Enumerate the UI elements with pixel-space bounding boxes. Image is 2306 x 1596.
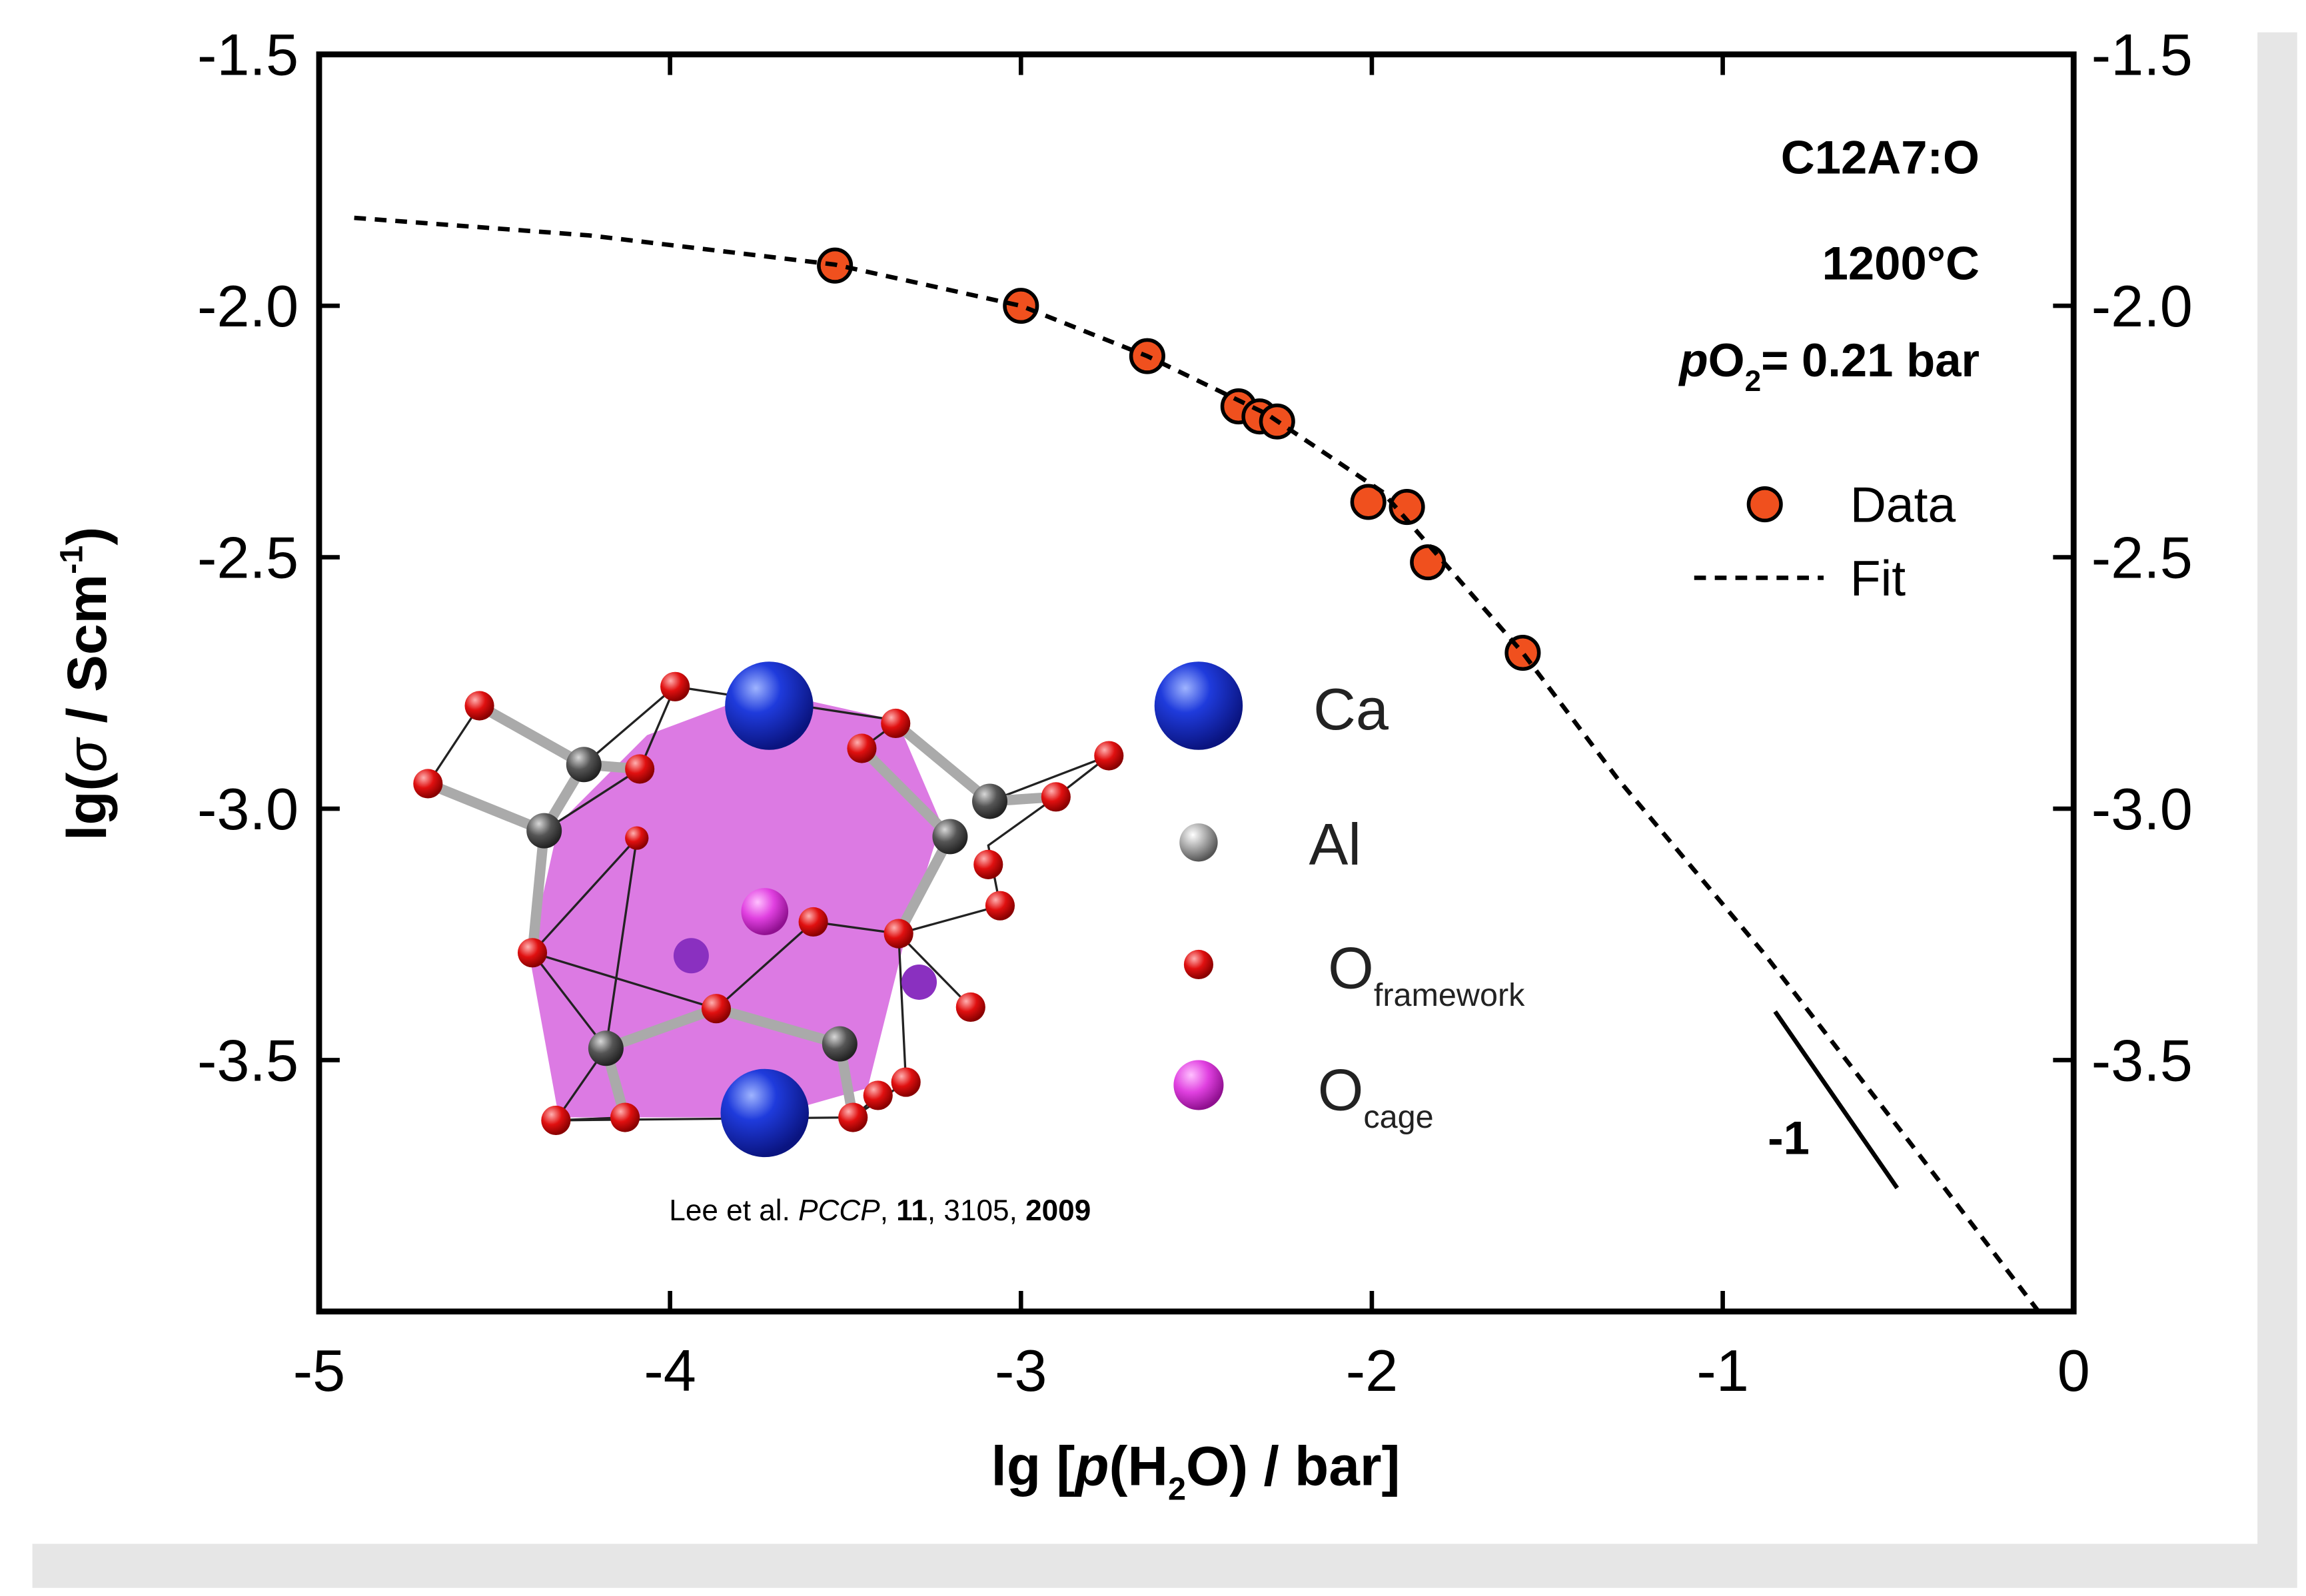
label-part: p bbox=[1073, 1434, 1109, 1497]
label-part: lg( bbox=[55, 772, 118, 841]
inset-legend-label: Oframework bbox=[1328, 935, 1525, 1012]
cite-part: 11 bbox=[896, 1194, 927, 1227]
label-base: O bbox=[1318, 1056, 1364, 1122]
label-base: O bbox=[1328, 935, 1374, 1000]
y-axis-label: lg(σ / Scm-1) bbox=[54, 527, 118, 841]
y-tick-label: -2.5 bbox=[197, 524, 298, 590]
y-tick-label: -2.0 bbox=[197, 273, 298, 339]
x-tick-label: -3 bbox=[995, 1338, 1047, 1403]
y-tick-label: -3.5 bbox=[197, 1027, 298, 1093]
annotation: 1200°C bbox=[1822, 236, 1980, 289]
label-part: / Scm bbox=[55, 574, 118, 739]
inset-legend-label: Al bbox=[1309, 811, 1361, 877]
y-tick-label: -2.0 bbox=[2091, 273, 2193, 339]
inset-legend-label: Ocage bbox=[1318, 1056, 1434, 1134]
plot-frame bbox=[316, 51, 2077, 1315]
structure-illustration bbox=[413, 661, 1243, 1158]
label-sub: cage bbox=[1363, 1099, 1433, 1135]
cite-part: , bbox=[880, 1194, 897, 1227]
label-part: O) / bar] bbox=[1186, 1434, 1400, 1497]
slope-line bbox=[1773, 1010, 1900, 1190]
data-point bbox=[1410, 544, 1446, 581]
label-part: σ bbox=[55, 737, 118, 773]
data-point bbox=[1003, 288, 1039, 324]
label-sub: framework bbox=[1374, 977, 1525, 1013]
legend-label: Fit bbox=[1850, 550, 1906, 606]
x-axis-label: lg [p(H2O) / bar] bbox=[991, 1434, 1401, 1507]
background bbox=[0, 0, 2257, 1544]
citation: Lee et al. PCCP, 11, 3105, 2009 bbox=[669, 1194, 1091, 1227]
slope-label: -1 bbox=[1768, 1112, 1810, 1164]
cite-part: Lee et al. bbox=[669, 1194, 798, 1227]
cite-part: PCCP bbox=[798, 1194, 880, 1227]
data-point bbox=[1350, 484, 1387, 520]
label-part: ) bbox=[55, 527, 118, 546]
legend-swatch bbox=[1746, 486, 1783, 523]
x-tick-label: 0 bbox=[2057, 1338, 2090, 1403]
ann-part: p bbox=[1678, 334, 1708, 386]
y-tick-label: -3.0 bbox=[2091, 776, 2193, 842]
cite-part: 2009 bbox=[1025, 1194, 1091, 1227]
ann-part: O bbox=[1708, 334, 1745, 386]
x-tick-label: -5 bbox=[293, 1338, 346, 1403]
y-tick-label: -1.5 bbox=[197, 22, 298, 88]
label-part: lg [ bbox=[991, 1434, 1075, 1497]
y-tick-label: -2.5 bbox=[2091, 524, 2193, 590]
annotation: pO2= 0.21 bar bbox=[1678, 334, 1980, 398]
x-tick-label: -2 bbox=[1346, 1338, 1399, 1403]
label-part: 2 bbox=[1168, 1471, 1186, 1507]
label-part: (H bbox=[1109, 1434, 1169, 1497]
y-tick-label: -1.5 bbox=[2091, 22, 2193, 88]
cite-part: , 3105, bbox=[927, 1194, 1025, 1227]
y-tick-label: -3.0 bbox=[197, 776, 298, 842]
annotation: C12A7:O bbox=[1781, 131, 1980, 183]
inset-legend-label: Ca bbox=[1313, 676, 1389, 742]
x-tick-label: -1 bbox=[1696, 1338, 1749, 1403]
ann-part: 2 bbox=[1745, 365, 1762, 398]
label-part: -1 bbox=[54, 546, 90, 574]
ann-part: = 0.21 bar bbox=[1761, 334, 1980, 386]
legend-label: Data bbox=[1850, 477, 1956, 533]
fit-line bbox=[354, 215, 2041, 1313]
x-tick-label: -4 bbox=[644, 1338, 696, 1403]
y-tick-label: -3.5 bbox=[2091, 1027, 2193, 1093]
